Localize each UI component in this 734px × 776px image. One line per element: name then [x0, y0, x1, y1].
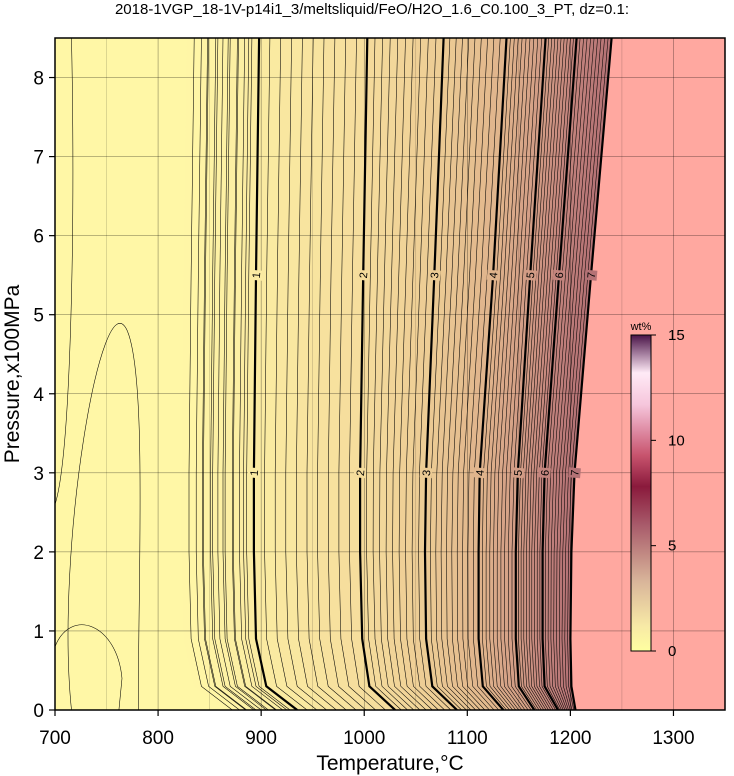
contour-label-text: 4: [474, 469, 486, 476]
y-tick-label: 2: [33, 543, 44, 564]
contour-label-6: 6: [552, 269, 566, 281]
fill-band: [196, 38, 254, 710]
contour-label-text: 3: [429, 272, 441, 279]
chart-title: 2018-1VGP_18-1V-p14i1_3/meltsliquid/FeO/…: [115, 1, 629, 18]
x-axis: 700 800 900 1000 1100 1200 1300: [39, 710, 695, 749]
y-axis: 0 1 2 3 4 5 6 7 8: [33, 69, 55, 722]
contour-label-text: 2: [358, 272, 370, 279]
contour-label-text: 2: [355, 469, 367, 476]
contour-label-text: 1: [251, 272, 263, 279]
fill-band: [500, 38, 538, 710]
colorbar-ticks: 0 5 10 15: [651, 327, 685, 660]
contour-label-text: 5: [525, 272, 537, 279]
y-tick-label: 3: [33, 464, 44, 485]
fill-band: [275, 38, 337, 710]
y-tick-label: 6: [33, 227, 44, 248]
fill-band: [253, 38, 317, 710]
colorbar-unit: wt%: [630, 321, 652, 333]
contour-label-6: 6: [538, 467, 552, 479]
colorbar-tick-label: 10: [668, 432, 685, 449]
fill-band: [225, 38, 283, 710]
fill-band: [360, 38, 408, 710]
contour-label-text: 6: [554, 272, 566, 279]
fill-band: [373, 38, 420, 710]
fill-band: [425, 38, 467, 710]
contour-label-text: 1: [249, 469, 261, 476]
contour-label-4: 4: [473, 467, 487, 479]
contour-label-5: 5: [511, 467, 525, 479]
fill-band: [486, 38, 523, 710]
y-tick-label: 4: [33, 385, 44, 406]
contour-label-3: 3: [419, 467, 433, 479]
fill-band: [526, 38, 565, 710]
colorbar: wt% 0 5 10 15: [630, 321, 685, 660]
x-axis-label: Temperature,°C: [316, 752, 463, 775]
contour-label-text: 5: [513, 469, 525, 476]
y-tick-label: 0: [33, 701, 44, 722]
fill-band: [553, 38, 598, 710]
fill-band: [412, 38, 457, 710]
plot-frame: [54, 37, 726, 711]
x-tick-label: 1300: [652, 728, 694, 749]
colorbar-tick-label: 15: [668, 327, 685, 344]
y-tick-label: 8: [33, 69, 44, 90]
fill-band: [478, 38, 515, 710]
fill-band: [386, 38, 433, 710]
contour-label-text: 6: [539, 469, 551, 476]
colorbar-tick-label: 5: [668, 538, 676, 555]
contour-label-7: 7: [568, 467, 582, 479]
contour-label-5: 5: [523, 269, 537, 281]
fill-band: [181, 38, 240, 710]
fill-band: [399, 38, 445, 710]
contour-labels: 1 1 2 2 3 3 4 4 5 5 6 6 7 7: [247, 269, 598, 479]
colorbar-tick-label: 0: [668, 643, 676, 660]
colorbar-scale: [630, 334, 652, 652]
contour-label-text: 3: [421, 469, 433, 476]
contour-fills: [55, 38, 725, 710]
plot-area: 1 1 2 2 3 3 4 4 5 5 6 6 7 7: [55, 38, 725, 710]
grid: [55, 38, 725, 710]
fill-band: [542, 38, 584, 710]
fill-band: [338, 38, 396, 710]
contour-label-text: 7: [569, 469, 581, 476]
y-axis-label: Pressure,x100MPa: [1, 284, 24, 463]
minor-contour-line: [55, 38, 74, 505]
y-tick-label: 7: [33, 148, 44, 169]
x-tick-label: 1200: [549, 728, 591, 749]
minor-contour-line: [67, 323, 141, 710]
fill-band: [239, 38, 298, 710]
contour-label-2: 2: [353, 467, 367, 479]
fill-band: [521, 38, 558, 710]
fill-band: [435, 38, 476, 710]
fill-band: [559, 38, 605, 710]
fill-band: [531, 38, 571, 710]
contour-label-text: 4: [488, 272, 500, 279]
fill-band: [493, 38, 530, 710]
fill-band: [548, 38, 591, 710]
minor-contour-line: [55, 624, 123, 710]
contour-label-text: 7: [586, 272, 598, 279]
contour-label-3: 3: [427, 269, 442, 281]
contour-label-2: 2: [356, 269, 370, 281]
x-tick-label: 1000: [343, 728, 385, 749]
contour-label-1: 1: [249, 269, 263, 281]
x-tick-label: 1100: [447, 728, 488, 749]
contour-label-7: 7: [584, 269, 598, 281]
contour-label-1: 1: [247, 467, 261, 479]
x-tick-label: 900: [245, 728, 277, 749]
fill-band: [446, 38, 485, 710]
x-tick-label: 800: [142, 728, 174, 749]
y-tick-label: 1: [33, 622, 44, 643]
fill-band: [515, 38, 552, 710]
contour-label-4: 4: [486, 269, 500, 281]
x-tick-label: 700: [39, 728, 71, 749]
fill-band: [537, 38, 577, 710]
fill-band: [296, 38, 356, 710]
y-tick-label: 5: [33, 306, 44, 327]
